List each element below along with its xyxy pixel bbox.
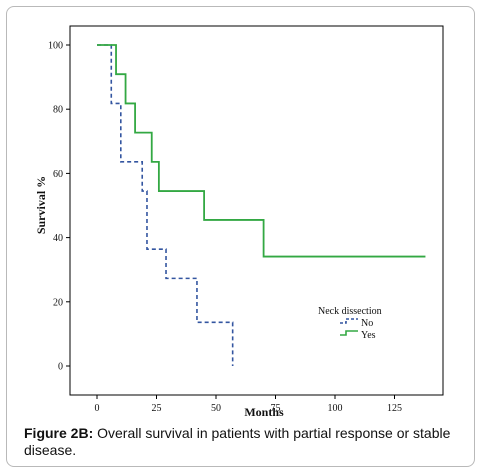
x-axis-title: Months [244,405,284,419]
y-tick-label: 60 [53,169,63,180]
y-tick-label: 20 [53,297,63,308]
legend-swatch-no [340,318,358,324]
legend-title: Neck dissection [318,306,382,317]
x-tick-label: 125 [387,403,402,414]
x-tick-label: 50 [211,403,221,414]
figure-caption-text: Overall survival in patients with partia… [24,425,451,458]
y-axis-title: Survival % [34,176,48,234]
x-tick-label: 25 [152,403,162,414]
series-line-no [97,44,234,366]
x-tick-label: 100 [328,403,343,414]
figure-caption: Figure 2B: Overall survival in patients … [24,425,464,459]
series-line-yes [97,44,426,258]
plot-area [69,25,444,396]
y-tick-label: 0 [58,362,63,373]
legend-swatch-yes [340,330,358,336]
y-tick-label: 40 [53,233,63,244]
figure-label: Figure 2B: [24,425,94,441]
legend-label-no: No [361,318,373,329]
legend-label-yes: Yes [361,330,376,341]
x-tick-label: 75 [271,403,281,414]
x-tick-label: 0 [95,403,100,414]
y-tick-label: 100 [48,41,63,52]
y-tick-label: 80 [53,105,63,116]
